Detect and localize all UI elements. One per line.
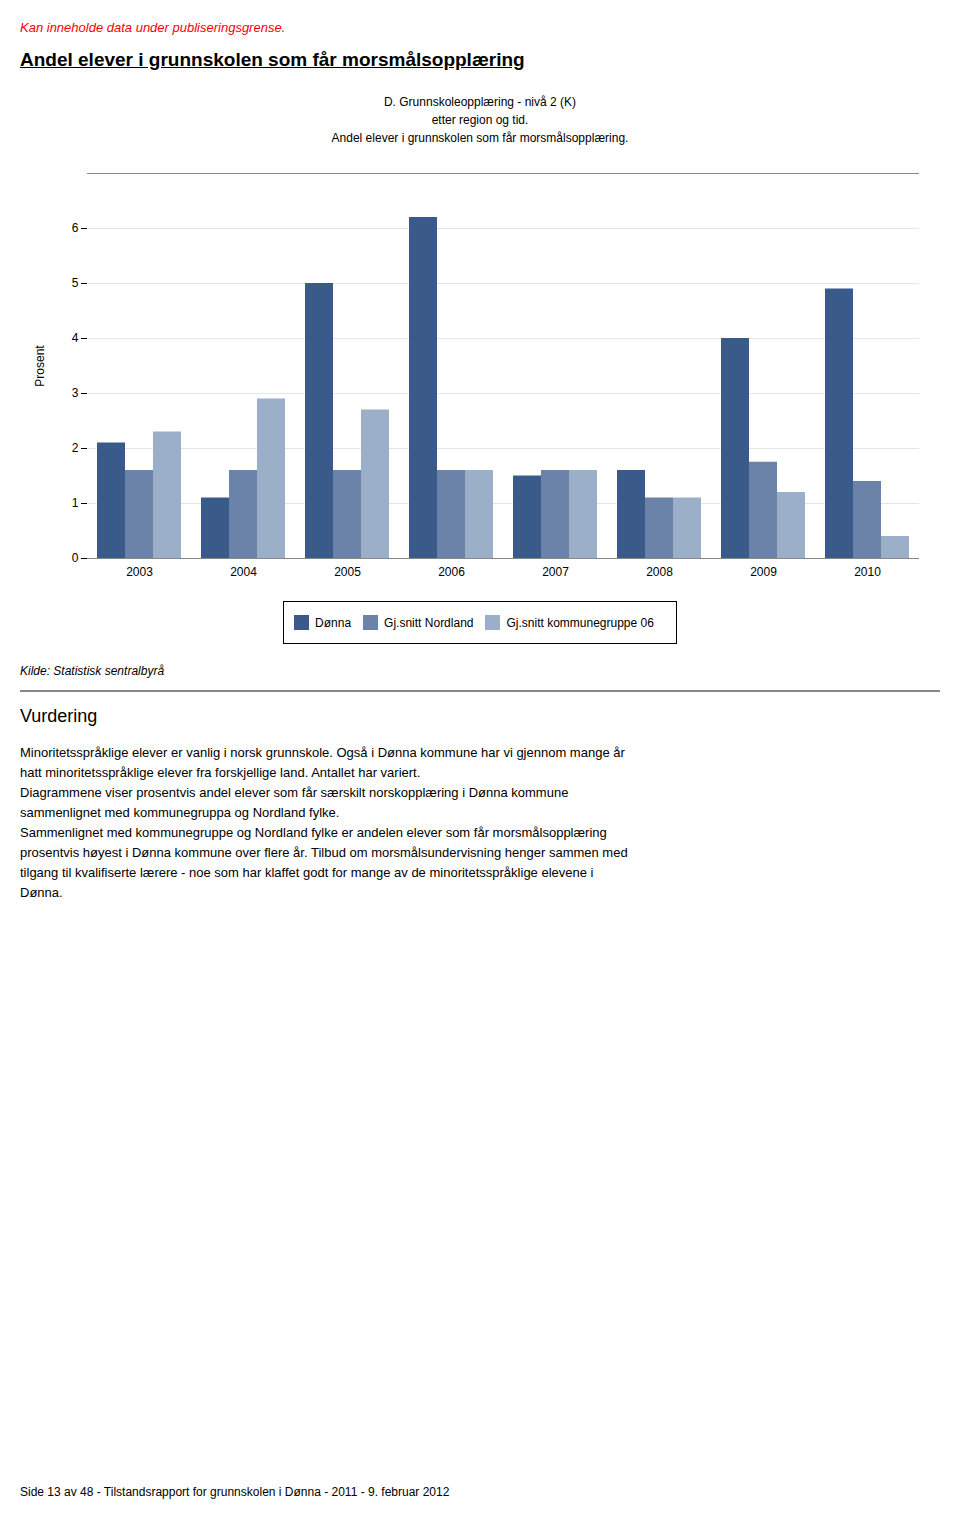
html-text:D. Grunnskoleopplæring - nivå: D. Grunnskoleopplæring - nivå 2 (K) [384, 95, 576, 109]
svg-text:4: 4 [72, 331, 79, 345]
svg-text:3: 3 [72, 386, 79, 400]
svg-text:2005: 2005 [334, 565, 361, 579]
html-text:Gj.snitt kommunegruppe 06: Gj.snitt kommunegruppe 06 [506, 615, 654, 630]
html-text:Andel elever i grunnskolen som: Andel elever i grunnskolen som får morsm… [331, 131, 629, 145]
svg-text:2009: 2009 [750, 565, 777, 579]
svg-text:1: 1 [72, 496, 79, 510]
html-text:Side 13 av 48 - Tilstandsrappo: Side 13 av 48 - Tilstandsrapport for gru… [20, 1485, 450, 1499]
html-text:Sammenlignet med kommunegruppe: Sammenlignet med kommunegruppe og Nordla… [20, 825, 607, 840]
svg-text:2006: 2006 [438, 565, 465, 579]
svg-text:2003: 2003 [126, 565, 153, 579]
html-text:prosentvis høyest i Dønna komm: prosentvis høyest i Dønna kommune over f… [20, 845, 628, 860]
html-text:Kilde: Statistisk sentralbyrå: Kilde: Statistisk sentralbyrå [20, 664, 165, 678]
html-text:Andel elever i grunnskolen som: Andel elever i grunnskolen som får morsm… [20, 49, 525, 70]
html-text:hatt minoritetsspråklige eleve: hatt minoritetsspråklige elever fra fors… [20, 765, 421, 780]
html-text:Minoritetsspråklige elever er: Minoritetsspråklige elever er vanlig i n… [20, 745, 625, 760]
html-text:sammenlignet med kommunegruppa: sammenlignet med kommunegruppa og Nordla… [20, 805, 340, 820]
html-text:Vurdering: Vurdering [20, 706, 98, 726]
html-text:Diagrammene viser prosentvis a: Diagrammene viser prosentvis andel eleve… [20, 785, 569, 800]
html-text:Gj.snitt Nordland: Gj.snitt Nordland [384, 615, 474, 630]
svg-text:2010: 2010 [854, 565, 881, 579]
svg-text:2008: 2008 [646, 565, 673, 579]
svg-text:6: 6 [72, 221, 79, 235]
svg-text:5: 5 [72, 276, 79, 290]
html-text:tilgang til kvalifiserte lærer: tilgang til kvalifiserte lærere - noe so… [20, 865, 594, 880]
svg-text:2007: 2007 [542, 565, 569, 579]
html-text:etter region og tid.: etter region og tid. [431, 113, 529, 127]
svg-text:2: 2 [72, 441, 79, 455]
svg-text:2004: 2004 [230, 565, 257, 579]
html-text:Dønna: Dønna [315, 615, 352, 630]
html-text:Dønna.: Dønna. [20, 885, 63, 900]
svg-text:0: 0 [72, 551, 79, 565]
html-text:Kan inneholde data under publi: Kan inneholde data under publiseringsgre… [20, 20, 286, 35]
svg-text:Prosent: Prosent [33, 345, 47, 387]
